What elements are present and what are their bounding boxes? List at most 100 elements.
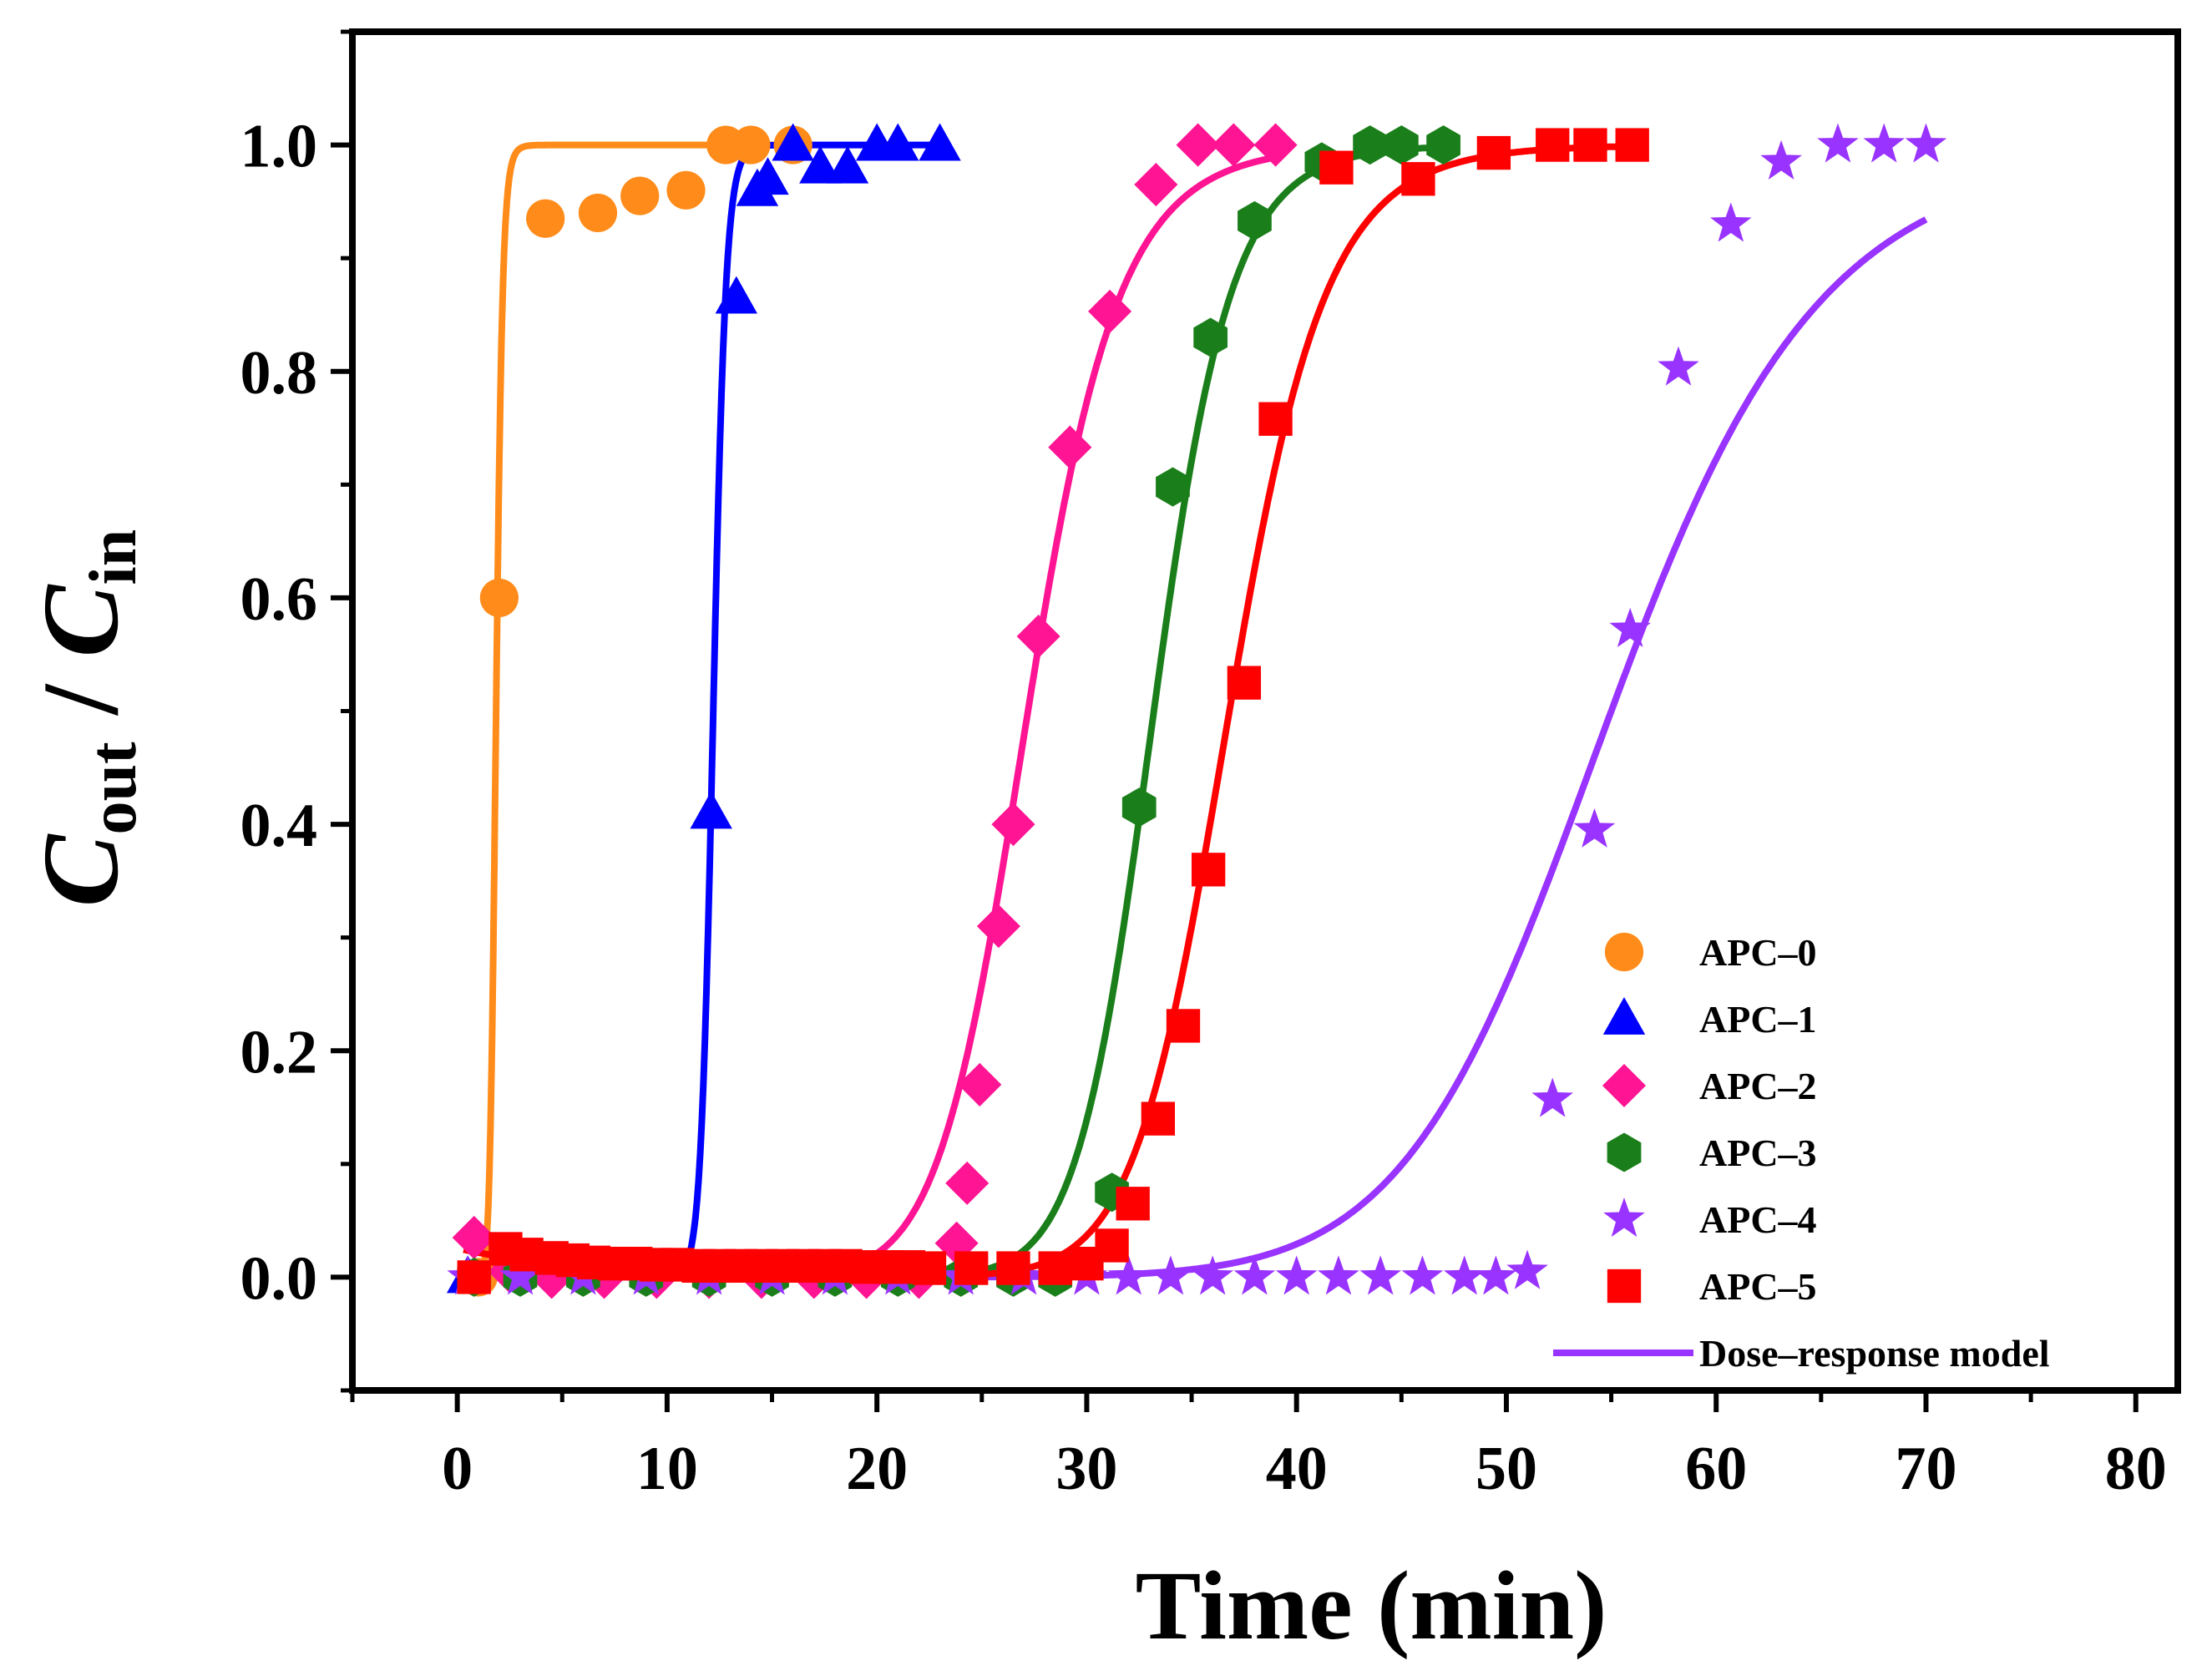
data-point [912, 1251, 947, 1285]
legend-label: APC–4 [1699, 1198, 1817, 1241]
data-point [1609, 607, 1651, 647]
y-tick-label: 0.8 [240, 339, 318, 408]
legend-item: APC–0 [1604, 931, 1817, 974]
data-point [1166, 1009, 1201, 1043]
data-point [1401, 162, 1435, 196]
legend-label: APC–2 [1699, 1065, 1817, 1107]
data-point [1275, 1255, 1318, 1295]
y-tick-label: 0.2 [240, 1018, 318, 1086]
legend-marker [1602, 996, 1646, 1035]
y-tick-labels: 0.0 0.2 0.4 0.6 0.8 1.0 [240, 113, 318, 1314]
data-point [1658, 346, 1699, 386]
data-point [1233, 1255, 1276, 1295]
x-tick-label: 0 [442, 1435, 473, 1503]
data-point [1760, 139, 1802, 180]
data-point [1191, 853, 1226, 887]
data-point [996, 1251, 1030, 1285]
data-point [1531, 1077, 1573, 1117]
legend-item: APC–1 [1602, 996, 1817, 1041]
data-point [1476, 135, 1511, 170]
y-tick-label: 1.0 [240, 113, 318, 181]
legend-label: APC–5 [1699, 1265, 1817, 1308]
data-point [731, 125, 771, 165]
x-tick-label: 30 [1055, 1435, 1117, 1503]
data-point [1253, 123, 1298, 167]
data-point [452, 1215, 496, 1260]
y-title-sep: / [21, 657, 141, 742]
data-point [1401, 1255, 1444, 1295]
data-point [1384, 125, 1419, 165]
svg-text:Cout / Cin: Cout / Cin [21, 529, 150, 907]
data-point [1426, 125, 1460, 165]
legend-model-label: Dose–response model [1699, 1332, 2050, 1375]
y-tick-label: 0.4 [240, 792, 318, 860]
data-point [1475, 1255, 1517, 1295]
data-point [526, 199, 565, 238]
y-tick-label: 0.0 [240, 1244, 318, 1313]
data-point [954, 1251, 989, 1285]
data-point [1107, 1255, 1150, 1295]
data-point [1176, 123, 1220, 167]
data-point [1863, 123, 1905, 163]
data-point [499, 1255, 541, 1295]
data-point [479, 578, 519, 618]
data-point [690, 791, 732, 829]
data-point [945, 1161, 990, 1205]
data-point [1088, 289, 1132, 333]
data-point [1192, 1255, 1233, 1295]
data-point [1193, 317, 1228, 357]
series-points-5 [457, 128, 1649, 1294]
data-point [1359, 1255, 1401, 1295]
data-point [1156, 467, 1190, 507]
data-point [1116, 1187, 1150, 1221]
data-point [1134, 162, 1178, 207]
data-point [578, 193, 618, 233]
data-point [919, 123, 961, 161]
data-point [1048, 425, 1092, 469]
data-point [1905, 123, 1947, 163]
data-point [1573, 128, 1607, 162]
data-point [1353, 125, 1388, 165]
legend-item: APC–5 [1607, 1265, 1817, 1308]
x-tick-labels: 0 10 20 30 40 50 60 70 80 [442, 1435, 2167, 1503]
legend-label: APC–1 [1699, 998, 1817, 1041]
legend-label: APC–0 [1699, 931, 1817, 974]
data-point [1318, 1255, 1359, 1295]
data-point [799, 145, 842, 184]
legend-item-model: Dose–response model [1553, 1332, 2050, 1375]
data-point [1536, 128, 1570, 162]
data-point [457, 1260, 491, 1294]
data-point [991, 803, 1035, 847]
data-point [1710, 202, 1752, 242]
data-point [1095, 1228, 1129, 1263]
data-point [958, 1062, 1002, 1106]
data-point [1141, 1101, 1176, 1136]
data-point [747, 157, 789, 195]
x-tick-label: 10 [636, 1435, 698, 1503]
x-tick-label: 60 [1685, 1435, 1747, 1503]
data-point [1443, 1255, 1486, 1295]
plot-frame [349, 28, 2181, 1394]
legend-marker [1607, 1268, 1642, 1304]
data-point [1258, 402, 1293, 436]
y-title-sub2: in [77, 529, 150, 585]
data-point [1227, 666, 1262, 700]
data-point [877, 123, 919, 161]
legend-item: APC–2 [1602, 1063, 1817, 1108]
data-point [666, 170, 706, 210]
legend-item: APC–4 [1603, 1197, 1817, 1241]
data-point [1212, 123, 1256, 167]
x-tick-label: 20 [846, 1435, 908, 1503]
y-title-sub1: out [77, 742, 150, 834]
legend-marker [1604, 932, 1644, 972]
x-tick-label: 70 [1895, 1435, 1956, 1503]
data-point [715, 276, 758, 314]
y-title-main1: C [21, 833, 141, 907]
data-point [1016, 614, 1060, 659]
data-point [772, 123, 814, 161]
data-point [976, 904, 1020, 949]
x-tick-label: 80 [2105, 1435, 2167, 1503]
data-point [1506, 1249, 1548, 1289]
axis-ticks [331, 29, 2139, 1412]
